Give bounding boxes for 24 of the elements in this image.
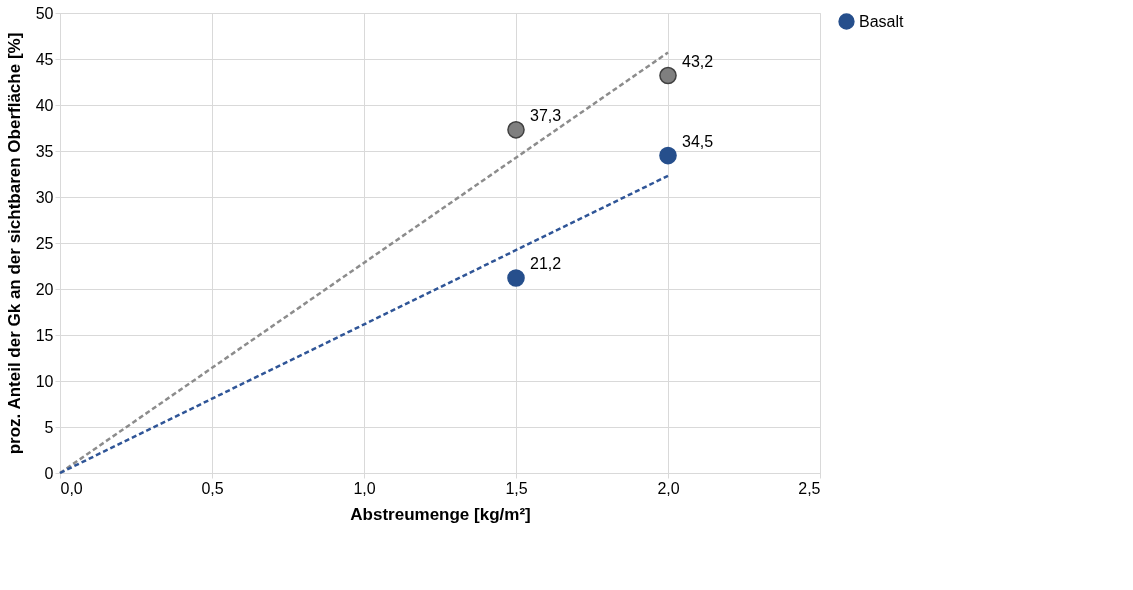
y-axis-title: proz. Anteil der Gk an der sichtbaren Oberfläche [%] (4, 32, 24, 455)
y-tick-label: 30 (35, 188, 54, 206)
x-tick-label: 1,5 (505, 479, 528, 497)
x-tick-label: 0,0 (60, 479, 83, 497)
x-tick-label: 0,5 (201, 479, 224, 497)
y-tick-label: 25 (35, 234, 54, 252)
y-tick-label: 5 (44, 418, 54, 436)
y-tick-label: 20 (35, 280, 54, 298)
legend-label: Basalt (859, 12, 905, 30)
y-tick-label: 50 (35, 4, 54, 22)
data-label: 34,5 (682, 132, 714, 150)
x-tick-label: 2,5 (798, 479, 821, 497)
x-axis-title: Abstreumenge [kg/m²] (350, 504, 531, 524)
y-tick-label: 40 (35, 96, 54, 114)
y-tick-label: 15 (35, 326, 54, 344)
x-tick-label: 1,0 (353, 479, 376, 497)
x-tick-label: 2,0 (657, 479, 680, 497)
y-tick-label: 35 (35, 142, 54, 160)
data-label: 21,2 (530, 254, 562, 272)
y-tick-label: 10 (35, 372, 54, 390)
y-tick-label: 45 (35, 50, 54, 68)
y-tick-label: 0 (44, 464, 54, 482)
data-label: 43,2 (682, 52, 714, 70)
data-label: 37,3 (530, 106, 562, 124)
